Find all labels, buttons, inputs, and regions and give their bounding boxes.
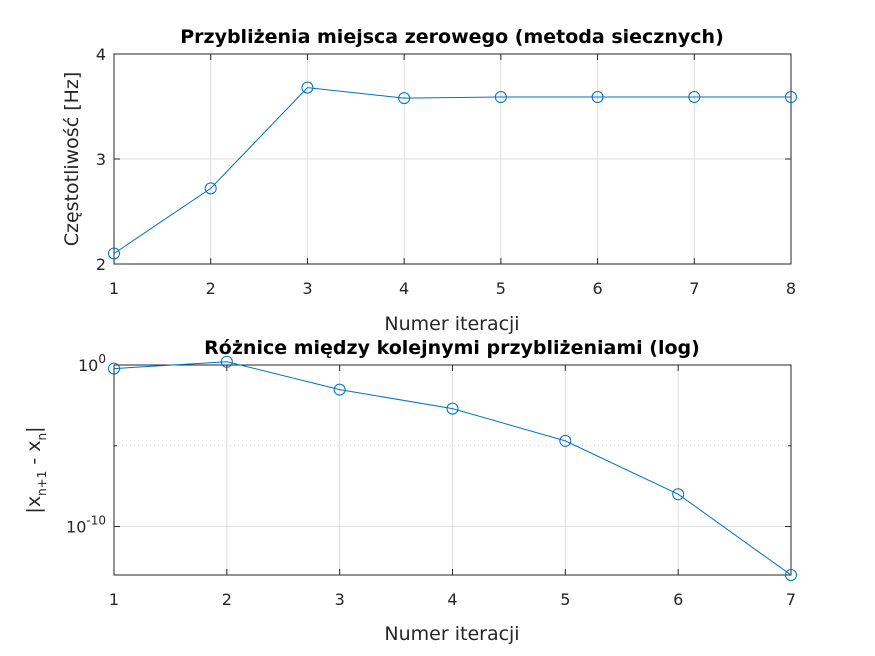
top-axes-frame [113,53,792,265]
top-data-point [301,81,314,94]
bottom-x-tick-label: 1 [109,590,119,609]
top-chart-title: Przybliżenia miejsca zerowego (metoda si… [180,26,724,48]
bottom-x-tick-label: 4 [447,590,457,609]
top-x-tick-label: 3 [302,279,312,298]
top-data-point [204,182,217,195]
top-x-tick-label: 4 [399,279,409,298]
top-x-tick-label: 1 [109,279,119,298]
bottom-x-tick-label: 7 [786,590,796,609]
bottom-y-axis-label-x2: x [23,440,45,451]
top-series [108,81,797,260]
top-x-tick-label: 8 [786,279,796,298]
top-series-line [113,87,791,254]
top-data-point [108,247,120,260]
top-axes-box [113,53,792,265]
top-x-tick-label: 7 [689,279,699,298]
bottom-chart-title: Różnice między kolejnymi przybliżeniami … [204,337,700,359]
top-y-axis-label: Częstotliwość [Hz] [61,72,83,247]
bottom-x-tick-label: 5 [560,590,570,609]
bottom-y-axis-label-bar-right: | [23,426,45,432]
bottom-y-axis-label: |xn+1 - xn| [23,426,49,513]
top-x-axis-label: Numer iteracji [384,313,519,335]
top-data-point [785,91,797,104]
bottom-x-tick-labels: 1 2 3 4 5 6 7 [109,590,796,609]
top-x-tick-labels: 1 2 3 4 5 6 7 8 [109,279,796,298]
bottom-y-axis-label-sub2: n [35,433,49,441]
bottom-y-axis-label-bar-left: | [23,507,45,513]
bottom-data-point [672,488,685,501]
top-x-tick-label: 6 [592,279,602,298]
top-data-point [398,92,411,105]
bottom-data-point [220,355,233,368]
top-x-tick-label: 5 [496,279,506,298]
bottom-axes-frame [113,364,792,576]
bottom-x-axis-label: Numer iteracji [384,623,519,645]
bottom-y-axis-label-x1: x [23,496,45,507]
top-y-tick-label: 3 [96,150,106,169]
bottom-data-point [333,383,346,396]
top-data-point [591,91,604,104]
bottom-axes-box [113,364,792,576]
bottom-y-axis-label-minus: - [23,452,45,471]
top-y-tick-label: 2 [96,255,106,274]
top-data-point [688,91,701,104]
bottom-series [108,355,797,581]
bottom-y-tick-labels: 100 10-10 [66,352,106,537]
bottom-y-tick-label: 10-10 [66,514,106,537]
bottom-x-tick-label: 2 [222,590,232,609]
top-data-point [494,91,507,104]
bottom-data-point [446,402,459,415]
bottom-x-tick-label: 3 [335,590,345,609]
bottom-y-tick-label: 100 [78,352,106,375]
bottom-y-axis-label-sub1: n+1 [35,471,49,496]
bottom-series-line [113,361,792,576]
top-y-tick-labels: 2 3 4 [96,45,106,274]
top-y-tick-label: 4 [96,45,106,64]
bottom-data-point [108,362,120,375]
bottom-x-tick-label: 6 [673,590,683,609]
top-x-tick-label: 2 [206,279,216,298]
bottom-data-point [785,569,797,581]
bottom-data-point [559,434,572,447]
bottom-axes: 1 2 3 4 5 6 7 100 10-10 Różnice między kolejnym… [23,337,797,645]
